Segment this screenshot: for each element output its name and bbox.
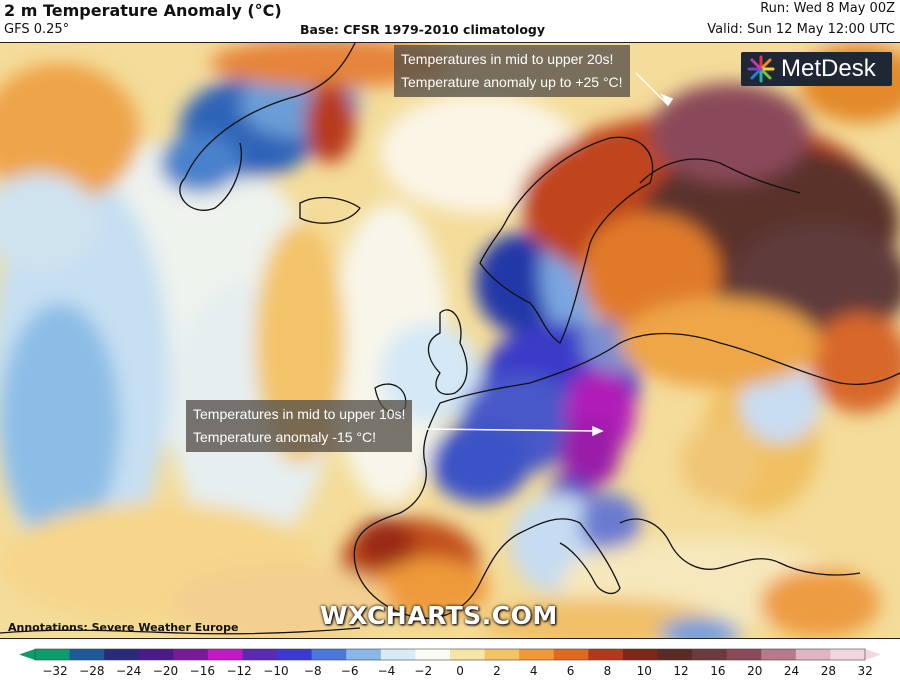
color-scale-bar	[19, 648, 881, 661]
scale-tick-label: −8	[303, 664, 322, 678]
scale-tick-label: −4	[377, 664, 396, 678]
scale-tick-label: −6	[340, 664, 359, 678]
annotations-credit: Annotations: Severe Weather Europe	[8, 621, 239, 634]
scale-tick-label: −32	[42, 664, 68, 678]
scale-tick-label: −28	[79, 664, 105, 678]
scale-segment	[726, 649, 762, 660]
scale-tick-label: −10	[263, 664, 289, 678]
color-scale-legend	[0, 640, 900, 685]
scale-tick-label: −12	[226, 664, 252, 678]
scale-tick-label: 28	[820, 664, 836, 678]
scale-outline	[34, 648, 866, 661]
annotation-central: Temperatures in mid to upper 10s! Temper…	[186, 400, 413, 452]
scale-segment	[450, 649, 486, 660]
base-climatology-label: Base: CFSR 1979-2010 climatology	[300, 22, 546, 37]
britain-coast	[427, 309, 468, 395]
temperature-anomaly-map	[0, 42, 900, 639]
anomaly-field	[0, 43, 900, 638]
scale-tick-label: −2	[414, 664, 433, 678]
scale-tick-label: 24	[783, 664, 800, 678]
continent-coast	[439, 332, 900, 404]
scale-tick-label: 16	[710, 664, 726, 678]
scale-tick-label: 12	[673, 664, 689, 678]
scale-segment	[207, 649, 243, 660]
header: 2 m Temperature Anomaly (°C) GFS 0.25° B…	[0, 0, 900, 42]
annotation-central-line1: Temperatures in mid to upper 10s!	[193, 406, 406, 422]
map-title: 2 m Temperature Anomaly (°C)	[4, 1, 282, 20]
scale-segment	[35, 649, 71, 660]
scale-segment	[69, 649, 105, 660]
scale-segment	[692, 649, 728, 660]
arrow-central	[425, 428, 599, 432]
metdesk-logo-icon	[747, 55, 775, 83]
scale-tick-label: 32	[857, 664, 873, 678]
scale-segment	[173, 649, 209, 660]
color-scale-ticks: −32 −28 −24 −20 −16 −12 −10 −8 −6 −4 −2 0 2 4 6 8 10 12 16…	[0, 664, 900, 682]
scale-segment	[657, 649, 693, 660]
scale-segment	[138, 649, 174, 660]
metdesk-logo-text: MetDesk	[781, 55, 876, 82]
scale-segment	[553, 649, 589, 660]
arrow-east-head	[660, 93, 674, 107]
scandinavia-coast	[479, 136, 654, 344]
scale-segment	[830, 649, 866, 660]
wxcharts-watermark: WXCHARTS.COM	[320, 601, 558, 630]
russia-north-coast	[639, 158, 801, 194]
scale-tick-label: −20	[152, 664, 179, 678]
iceland-coast	[299, 196, 361, 224]
africa-coast	[0, 627, 361, 635]
scale-min-arrow	[19, 649, 35, 660]
balkans-coast	[619, 518, 861, 576]
scale-segment	[795, 649, 831, 660]
scale-tick-label: 0	[456, 664, 464, 678]
valid-time-label: Valid: Sun 12 May 12:00 UTC	[707, 22, 895, 37]
arrow-central-head	[592, 425, 604, 437]
scale-segment	[380, 649, 416, 660]
run-time-label: Run: Wed 8 May 00Z	[760, 1, 895, 16]
italy-coast	[519, 518, 621, 595]
annotation-east: Temperatures in mid to upper 20s! Temper…	[394, 45, 630, 97]
scale-tick-label: −16	[189, 664, 215, 678]
scale-tick-label: −24	[115, 664, 142, 678]
scale-segment	[242, 649, 278, 660]
scale-segment	[104, 649, 140, 660]
scale-max-arrow	[865, 649, 881, 660]
scale-tick-label: 4	[529, 664, 538, 678]
scale-segment	[622, 649, 658, 660]
scale-segment	[277, 649, 313, 660]
annotation-central-line2: Temperature anomaly -15 °C!	[193, 429, 377, 445]
scale-tick-label: 20	[747, 664, 763, 678]
scale-segment	[346, 649, 382, 660]
greenland-coast	[184, 43, 356, 179]
arrow-east	[635, 72, 669, 106]
scale-segment	[415, 649, 451, 660]
scale-tick-label: 6	[566, 664, 575, 678]
scale-tick-label: 10	[636, 664, 652, 678]
annotation-arrows	[425, 72, 674, 437]
scale-segment	[588, 649, 624, 660]
iberia-france-coast	[353, 402, 521, 619]
scale-segment	[484, 649, 520, 660]
metdesk-logo: MetDesk	[741, 52, 892, 86]
scale-segment	[761, 649, 797, 660]
annotation-east-line2: Temperature anomaly up to +25 °C!	[401, 74, 623, 90]
scale-tick-label: 8	[603, 664, 612, 678]
scale-segment	[311, 649, 347, 660]
coastlines	[0, 43, 900, 635]
scale-segment	[519, 649, 555, 660]
model-label: GFS 0.25°	[4, 22, 70, 37]
scale-tick-label: 2	[493, 664, 501, 678]
annotation-east-line1: Temperatures in mid to upper 20s!	[401, 51, 614, 67]
